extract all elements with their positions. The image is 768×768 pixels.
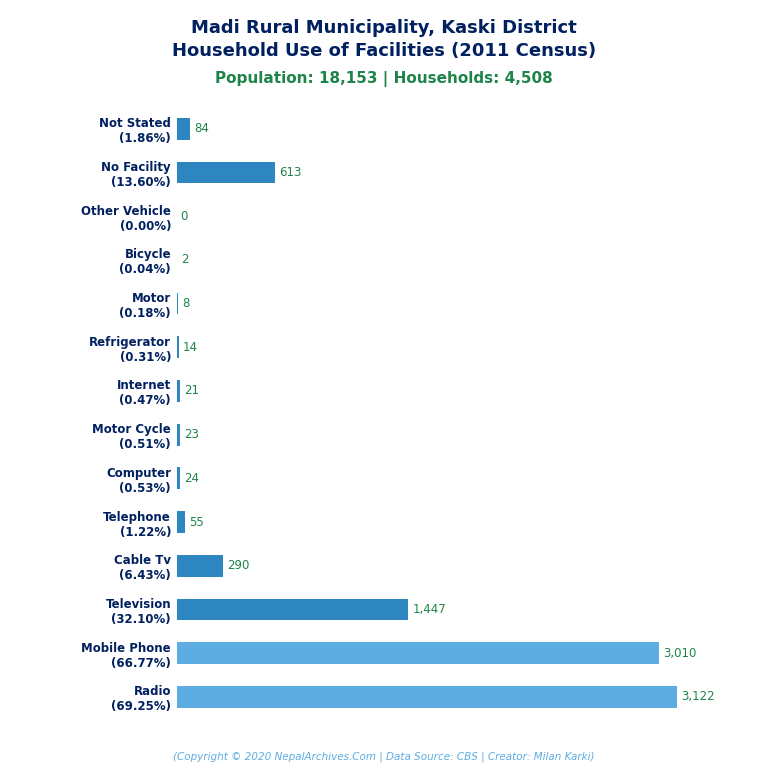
Text: Madi Rural Municipality, Kaski District: Madi Rural Municipality, Kaski District [191,19,577,37]
Text: 3,010: 3,010 [663,647,696,660]
Bar [177,511,185,533]
Text: 24: 24 [184,472,200,485]
Text: 23: 23 [184,428,199,441]
Text: 1,447: 1,447 [412,603,446,616]
Bar [177,686,677,708]
Bar [177,118,190,140]
Text: Population: 18,153 | Households: 4,508: Population: 18,153 | Households: 4,508 [215,71,553,87]
Bar [177,293,178,314]
Text: 14: 14 [183,341,198,354]
Text: 290: 290 [227,559,250,572]
Text: 0: 0 [180,210,188,223]
Bar [177,424,180,445]
Bar [177,598,409,621]
Text: (Copyright © 2020 NepalArchives.Com | Data Source: CBS | Creator: Milan Karki): (Copyright © 2020 NepalArchives.Com | Da… [174,751,594,762]
Text: Household Use of Facilities (2011 Census): Household Use of Facilities (2011 Census… [172,42,596,60]
Text: 21: 21 [184,385,199,398]
Bar [177,642,659,664]
Text: 3,122: 3,122 [680,690,714,703]
Bar [177,161,275,184]
Bar [177,380,180,402]
Text: 84: 84 [194,122,209,135]
Bar [177,336,179,358]
Bar [177,554,223,577]
Text: 8: 8 [182,297,189,310]
Bar [177,468,180,489]
Text: 2: 2 [181,253,188,266]
Text: 613: 613 [279,166,301,179]
Text: 55: 55 [190,515,204,528]
